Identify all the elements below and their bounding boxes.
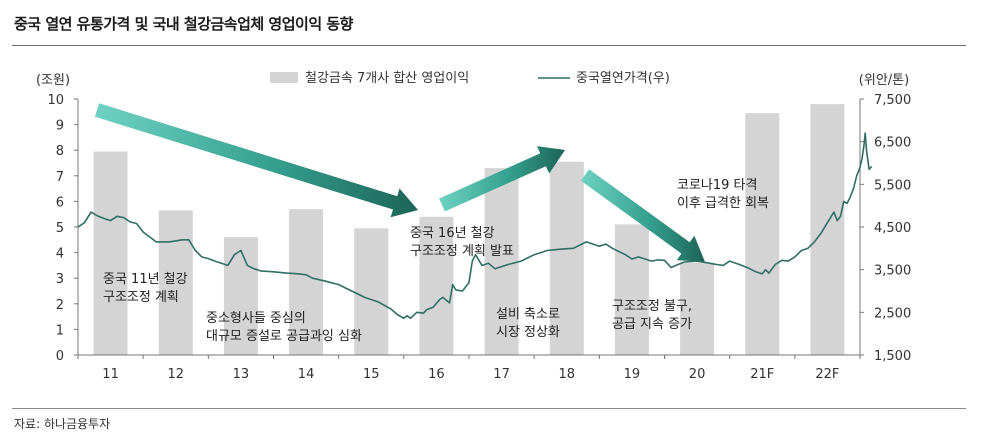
left-tick-label: 2 [56, 298, 64, 313]
x-tick-label: 16 [428, 367, 445, 382]
bar-16 [419, 216, 454, 355]
footer-divider [12, 408, 966, 409]
x-tick-label: 21F [750, 367, 774, 382]
annotation-line: 코로나19 타격 [677, 178, 757, 193]
left-tick-label: 5 [56, 221, 64, 236]
x-tick-label: 15 [363, 367, 380, 382]
annotation-line: 중국 11년 철강 [103, 272, 188, 287]
bar-18 [549, 161, 584, 355]
right-tick-label: 5,500 [874, 178, 911, 193]
trend-arrow-up [439, 146, 565, 212]
source-note: 자료: 하나금융투자 [14, 417, 111, 431]
trend-arrow-down-2 [580, 169, 705, 262]
legend-line-label: 중국열연가격(우) [576, 71, 670, 86]
chart-title: 중국 열연 유통가격 및 국내 철강금속업체 영업이익 동향 [14, 15, 353, 33]
annotation-line: 설비 축소로 [496, 307, 560, 322]
right-tick-label: 3,500 [874, 264, 911, 279]
x-tick-label: 14 [298, 367, 315, 382]
left-tick-label: 9 [56, 119, 64, 134]
left-tick-label: 0 [56, 349, 64, 364]
bar-21F [745, 113, 780, 355]
annotation-line: 대규모 증설로 공급과잉 심화 [206, 329, 362, 344]
bar-19 [614, 224, 649, 355]
left-tick-label: 1 [56, 323, 64, 338]
x-tick-label: 13 [233, 367, 250, 382]
annotation-line: 구조조정 불구, [612, 299, 692, 314]
left-tick-label: 4 [56, 247, 64, 262]
x-tick-label: 22F [815, 367, 839, 382]
annotation-line: 시장 정상화 [496, 325, 560, 340]
right-tick-label: 2,500 [874, 306, 911, 321]
annotation: 구조조정 불구, 공급 지속 증가 [612, 299, 692, 332]
bar-12 [158, 210, 193, 355]
annotation-line: 구조조정 계획 [103, 290, 179, 305]
left-axis-unit: (조원) [36, 73, 70, 88]
bar-14 [289, 209, 324, 355]
bar-17 [484, 168, 519, 355]
left-tick-label: 8 [56, 144, 64, 159]
bar-20 [680, 262, 715, 355]
annotation-line: 중소형사들 중심의 [206, 311, 306, 326]
trend-arrow-down-1 [94, 103, 419, 218]
bar-11 [93, 151, 128, 355]
bar-22F [810, 104, 845, 355]
x-tick-label: 18 [558, 367, 575, 382]
x-tick-label: 19 [624, 367, 641, 382]
x-tick-label: 12 [167, 367, 184, 382]
annotation-line: 중국 16년 철강 [410, 226, 495, 241]
annotation-line: 이후 급격한 회복 [677, 196, 769, 211]
title-divider [12, 45, 966, 46]
bar-13 [223, 237, 258, 355]
right-tick-label: 6,500 [874, 136, 911, 151]
left-tick-label: 7 [56, 170, 64, 185]
right-axis-unit: (위안/톤) [859, 73, 909, 88]
x-tick-label: 17 [493, 367, 510, 382]
x-tick-label: 11 [102, 367, 119, 382]
right-tick-label: 7,500 [874, 93, 911, 108]
right-tick-label: 1,500 [874, 349, 911, 364]
legend-bar-label: 철강금속 7개사 합산 영업이익 [305, 71, 469, 86]
hrc-price-line [77, 132, 873, 320]
x-tick-label: 20 [689, 367, 706, 382]
left-tick-label: 6 [56, 195, 64, 210]
annotation-line: 구조조정 계획 발표 [410, 244, 514, 259]
left-tick-label: 10 [47, 93, 64, 108]
annotation-line: 공급 지속 증가 [612, 317, 692, 332]
bar-15 [354, 228, 389, 355]
left-tick-label: 3 [56, 272, 64, 287]
legend-bar-swatch [270, 72, 298, 83]
right-tick-label: 4,500 [874, 221, 911, 236]
